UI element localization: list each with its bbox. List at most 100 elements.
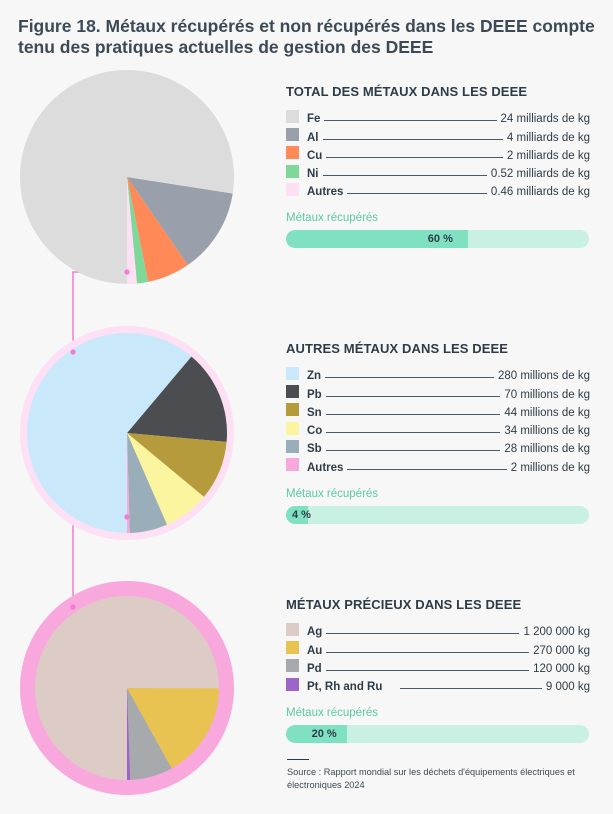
pie-slice-sn	[127, 433, 227, 497]
leader-line	[347, 468, 507, 470]
panel-title: AUTRES MÉTAUX DANS LES DEEE	[286, 341, 509, 356]
legend-value: 270 000 kg	[533, 644, 590, 657]
legend-value: 9 000 kg	[545, 681, 590, 694]
recovered-bar: 20 %	[286, 725, 589, 744]
legend-value: 0.52 milliards de kg	[490, 168, 590, 181]
pie-slice-al	[127, 177, 233, 266]
legend-value: 70 millions de kg	[504, 388, 590, 401]
leader-line	[326, 651, 530, 653]
recovered-label: Métaux récupérés	[286, 707, 379, 720]
leader-line	[322, 175, 487, 177]
swatch-pb	[286, 384, 299, 398]
legend-name: Sb	[307, 443, 322, 456]
connector-dot	[70, 604, 76, 610]
pie-slice-co	[127, 433, 204, 525]
legend-value: 120 000 kg	[533, 662, 590, 675]
legend-name: Zn	[307, 370, 322, 383]
source-divider	[287, 759, 309, 760]
legend-item-fe: Fe 24 milliards de kg	[286, 107, 590, 125]
source-note: Source : Rapport mondial sur les déchets…	[287, 767, 575, 790]
legend-value: 4 milliards de kg	[506, 131, 590, 144]
legend-item-autres: Autres 0.46 milliards de kg	[286, 180, 590, 198]
leader-line	[325, 450, 501, 452]
legend-name: Al	[307, 131, 319, 144]
leader-line	[325, 395, 501, 397]
panel-title: TOTAL DES MÉTAUX DANS LES DEEE	[286, 84, 528, 99]
leader-line	[326, 633, 520, 635]
swatch-ag	[286, 622, 299, 636]
leader-line	[400, 688, 542, 690]
swatch-autres	[286, 458, 299, 472]
pie-slice-autres	[127, 177, 137, 284]
pie-slice-pb	[127, 356, 227, 442]
legend: Zn 280 millions de kg Pb 70 millions de …	[286, 364, 590, 474]
legend: Ag 1 200 000 kg Au 270 000 kg Pd 120 000…	[286, 620, 590, 693]
connector-dot	[70, 349, 76, 355]
recovered-label: Métaux récupérés	[286, 487, 379, 500]
connector-dot	[124, 514, 130, 520]
leader-line	[326, 432, 501, 434]
legend-item-cu: Cu 2 milliards de kg	[286, 144, 590, 162]
pie-slice-fe	[19, 69, 234, 284]
swatch-pt-rh-ru	[286, 677, 299, 691]
legend-item-pb: Pb 70 millions de kg	[286, 382, 590, 401]
legend-value: 44 millions de kg	[504, 406, 590, 419]
legend-item-sn: Sn 44 millions de kg	[286, 401, 590, 419]
pie-precious-metals	[20, 581, 234, 795]
pie-slice-cu	[127, 177, 188, 282]
legend-item-ag: Ag 1 200 000 kg	[286, 620, 590, 638]
legend-value: 24 milliards de kg	[500, 113, 590, 126]
legend-name: Ni	[307, 168, 319, 181]
legend-item-zn: Zn 280 millions de kg	[286, 364, 590, 382]
recovered-bar-value: 4 %	[292, 508, 311, 521]
swatch-al	[286, 127, 299, 141]
swatch-sn	[286, 403, 299, 417]
legend-item-au: Au 270 000 kg	[286, 638, 590, 657]
legend-name: Autres	[307, 186, 344, 199]
recovered-bar-fill	[286, 230, 468, 249]
legend-item-sb: Sb 28 millions de kg	[286, 437, 590, 455]
legend-name: Autres	[307, 461, 344, 474]
legend-value: 34 millions de kg	[504, 425, 590, 438]
legend-item-ni: Ni 0.52 milliards de kg	[286, 162, 590, 180]
recovered-bar-fill	[286, 505, 308, 524]
figure-title: Figure 18. Métaux récupérés et non récup…	[18, 16, 595, 57]
leader-line	[322, 138, 503, 140]
legend-value: 1 200 000 kg	[523, 626, 590, 639]
recovered-bar-value: 60 %	[427, 233, 453, 246]
legend-name: Pd	[307, 662, 322, 675]
leader-line	[347, 193, 487, 195]
recovered-bar: 60 %	[286, 230, 589, 249]
swatch-autres	[286, 182, 299, 196]
legend-name: Pb	[307, 388, 322, 401]
legend: Fe 24 milliards de kg Al 4 milliards de …	[286, 107, 590, 198]
pie-slice-autres	[127, 433, 130, 533]
leader-line	[325, 669, 530, 671]
recovered-bar-value: 20 %	[311, 728, 337, 741]
recovered-bar-fill	[286, 725, 347, 744]
pie-other-metals	[20, 326, 234, 540]
leader-line	[324, 120, 497, 122]
panel-total-metals: TOTAL DES MÉTAUX DANS LES DEEE Fe 24 mil…	[286, 84, 590, 249]
panel-other-metals: AUTRES MÉTAUX DANS LES DEEE Zn 280 milli…	[286, 341, 590, 524]
swatch-cu	[286, 146, 299, 160]
legend-value: 2 millions de kg	[510, 461, 590, 474]
legend-name: Cu	[307, 149, 323, 162]
pie-slice-pt-rh-and-ru	[127, 688, 131, 780]
recovered-label: Métaux récupérés	[286, 212, 379, 225]
legend-name: Ag	[307, 626, 323, 639]
pie-slice-ag	[35, 596, 220, 780]
pie-slice-zn	[27, 332, 192, 533]
pie-slice-au	[127, 688, 219, 769]
pie-slice-pd	[127, 688, 172, 780]
leader-line	[325, 377, 494, 379]
swatch-co	[286, 421, 299, 435]
legend-value: 28 millions de kg	[504, 443, 590, 456]
swatch-pd	[286, 659, 299, 673]
legend-name: Sn	[307, 406, 322, 419]
legend-value: 280 millions de kg	[497, 370, 590, 383]
legend-name: Au	[307, 644, 323, 657]
panel-title: MÉTAUX PRÉCIEUX DANS LES DEEE	[286, 597, 522, 612]
pie-total-metals	[19, 69, 234, 284]
recovered-bar: 4 %	[286, 505, 589, 524]
